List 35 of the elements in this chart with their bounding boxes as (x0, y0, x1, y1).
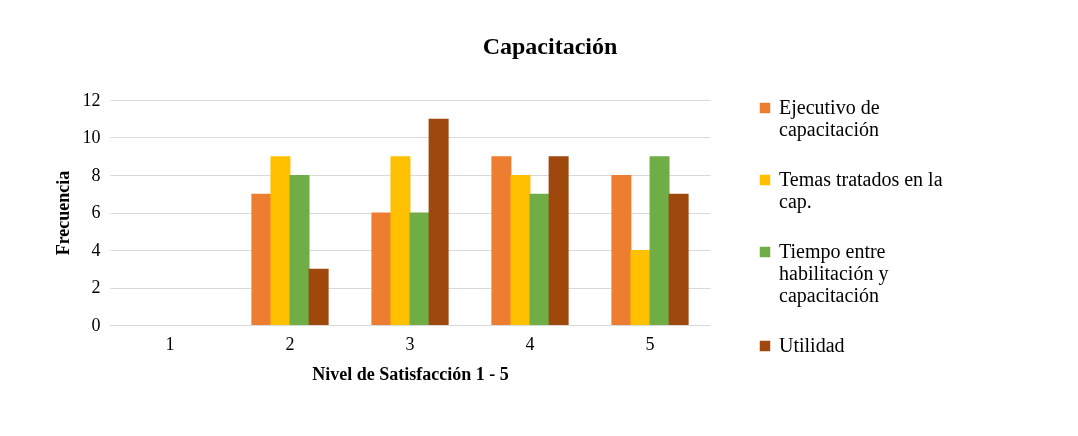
y-tick-label: 6 (91, 202, 101, 222)
y-tick-label: 10 (82, 127, 101, 147)
x-tick-label: 1 (165, 333, 175, 354)
y-tick-label: 8 (91, 164, 101, 185)
bar (548, 156, 569, 325)
bar (529, 193, 550, 325)
bar (270, 156, 291, 325)
y-tick-label: 12 (82, 89, 101, 110)
x-tick-label: 4 (525, 333, 535, 354)
x-tick-label: 5 (645, 333, 655, 354)
x-axis-title: Nivel de Satisfacción 1 - 5 (312, 363, 509, 384)
y-tick-label: 0 (91, 314, 101, 335)
legend-label: Tiempo entre habilitación y capacitación (779, 240, 889, 307)
chart-title: Capacitación (482, 33, 618, 59)
bar (611, 175, 632, 325)
bar (409, 212, 430, 325)
x-tick-label: 3 (405, 333, 415, 354)
bar (289, 175, 310, 325)
legend-label: Temas tratados en la cap. (779, 168, 943, 213)
bar (390, 156, 411, 325)
bar (649, 156, 670, 325)
bar (491, 156, 512, 325)
bar (308, 268, 329, 325)
bar (510, 175, 531, 325)
bar (428, 118, 449, 325)
bar (371, 212, 392, 325)
bar (251, 193, 272, 325)
bar (630, 250, 651, 325)
y-tick-label: 4 (91, 239, 101, 260)
legend-label: Utilidad (779, 334, 845, 356)
legend-label: Ejecutivo de capacitación (779, 96, 880, 141)
x-tick-label: 2 (285, 333, 295, 354)
bar (668, 193, 689, 325)
y-tick-label: 2 (91, 277, 101, 297)
y-axis-title: Frecuencia (52, 170, 73, 256)
